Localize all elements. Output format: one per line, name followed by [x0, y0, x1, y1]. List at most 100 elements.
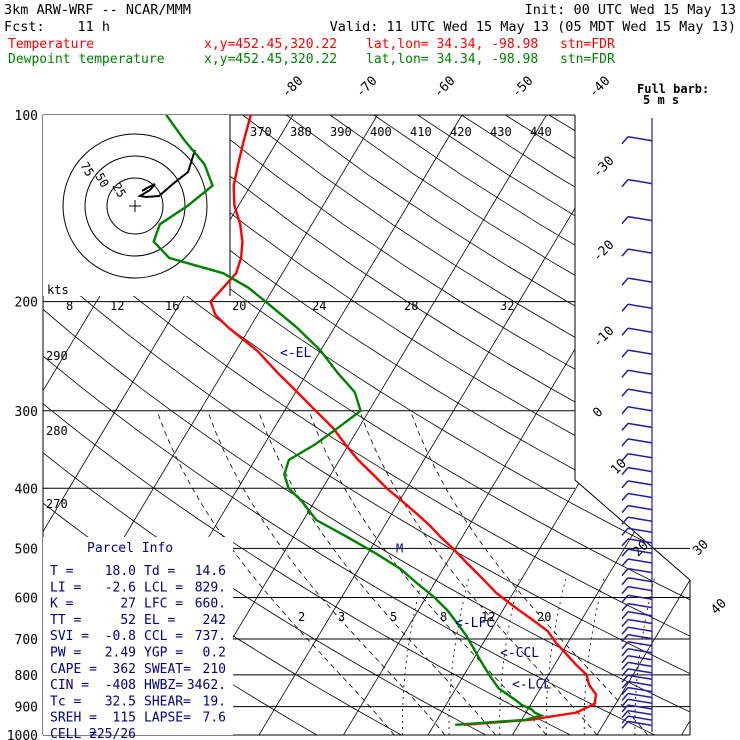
theta-e-label: 390: [330, 125, 352, 139]
isotherm-line: [504, 115, 690, 735]
plot-right-edge: [574, 115, 691, 735]
wind-barb-flag: [621, 586, 629, 595]
hodograph-axis-label: 28: [404, 299, 418, 313]
init-time: Init: 00 UTC Wed 15 May 13: [525, 2, 736, 18]
legend-dewpoint-xy: x,y=452.45,320.22: [204, 52, 337, 67]
wind-barb: [627, 698, 653, 705]
theta-e-label: 400: [370, 125, 392, 139]
parcel-marker: M: [396, 541, 403, 555]
mixing-ratio-line: [448, 578, 469, 735]
hodograph-axis-label: kts: [47, 283, 69, 297]
wind-barb: [627, 610, 653, 617]
parcel-label: TT =: [50, 613, 81, 628]
parcel-value: -0.8: [105, 629, 136, 644]
wind-barb-flag: [621, 634, 629, 643]
parcel-value: 7.6: [203, 711, 226, 726]
pressure-tick-label: 200: [15, 296, 38, 311]
wind-barb-flag: [621, 577, 629, 586]
mixing-ratio-line: [545, 578, 566, 735]
level-label: <-EL: [280, 346, 311, 361]
hodograph-trace: [137, 149, 196, 199]
dry-adiabat: [43, 115, 690, 735]
wind-barb-flag: [621, 467, 629, 476]
wind-barb-flag: [621, 674, 629, 683]
dry-adiabat: [198, 115, 690, 735]
level-label: <-LFC: [455, 616, 494, 631]
wind-barb: [627, 558, 653, 564]
parcel-label: LCL =: [144, 580, 183, 595]
wind-barb-flag: [621, 453, 629, 462]
pressure-tick-label: 700: [15, 633, 38, 648]
parcel-label: HWBZ=: [144, 678, 183, 693]
wind-barb-flag: [621, 480, 629, 489]
theta-e-label: 420: [450, 125, 472, 139]
parcel-value: -408: [105, 678, 136, 693]
hodograph-axis-label: 32: [500, 299, 514, 313]
wind-barb: [627, 135, 653, 142]
pressure-tick-label: 600: [15, 592, 38, 607]
parcel-value: 19.: [203, 694, 226, 709]
parcel-value: 32.5: [105, 694, 136, 709]
wind-barb: [627, 618, 653, 625]
isotherm-line: [588, 115, 690, 735]
wind-barb: [627, 480, 653, 486]
wind-barb-flag: [621, 406, 629, 415]
forecast-label: Fcst:: [4, 19, 45, 35]
theta-e-label: 380: [290, 125, 312, 139]
hodograph-ring: [62, 133, 208, 279]
wind-barb-flag: [621, 710, 629, 719]
parcel-value: 115: [113, 711, 136, 726]
wind-barb: [627, 654, 653, 661]
mixing-ratio-label: 12: [481, 610, 495, 624]
mixing-ratio-line: [634, 578, 655, 735]
wind-barb: [627, 602, 653, 609]
hodograph-axis-label: 24: [312, 299, 326, 313]
level-label: <-LCL: [512, 678, 551, 693]
wind-barb: [627, 452, 653, 459]
isotherm-label: 10: [608, 456, 630, 478]
parcel-label: CCL =: [144, 629, 183, 644]
parcel-title: Parcel Info: [87, 541, 173, 556]
parcel-label: CIN =: [50, 678, 89, 693]
pressure-tick-label: 500: [15, 542, 38, 557]
valid-time: Valid: 11 UTC Wed 15 May 13 (05 MDT Wed …: [330, 19, 736, 35]
wind-barb-flag: [621, 327, 629, 336]
parcel-label: CELL =: [50, 727, 97, 740]
wind-barb: [627, 674, 653, 681]
wind-barb-flag: [621, 720, 629, 729]
wind-barb-flag: [621, 648, 629, 657]
hodograph-axis-label: 20: [232, 299, 246, 313]
moist-adiabat: [410, 410, 649, 735]
wind-barb-flag: [621, 715, 629, 724]
parcel-label: EL =: [144, 613, 175, 628]
wind-barb: [627, 349, 653, 355]
legend-dewpoint-label: Dewpoint temperature: [8, 52, 165, 67]
wind-barb: [627, 692, 653, 699]
isotherm-line: [673, 115, 690, 735]
legend-temperature-latlon: lat,lon= 34.34, -98.98: [366, 37, 538, 52]
mixing-ratio-label: 3: [338, 610, 345, 624]
pressure-tick-label: 1000: [7, 729, 38, 740]
wind-barbs: Full barb: 5 m s: [621, 82, 709, 732]
parcel-value: -2.6: [105, 580, 136, 595]
isotherm-label: 40: [708, 596, 730, 618]
wind-barb-flag: [621, 704, 629, 713]
wind-barb-flag: [621, 693, 629, 701]
parcel-value: 829.: [195, 580, 226, 595]
wind-barb: [627, 369, 653, 376]
pressure-tick-label: 300: [15, 405, 38, 420]
wind-barb: [627, 686, 653, 693]
wind-barb-flag: [621, 681, 629, 689]
wind-barb: [627, 516, 653, 522]
parcel-value: 210: [203, 662, 226, 677]
barb-key-units: 5 m s: [643, 93, 679, 107]
forecast-hour: 11 h: [77, 19, 110, 35]
wind-barb: [627, 178, 653, 185]
parcel-label: CAPE =: [50, 662, 97, 677]
wind-barb: [627, 633, 653, 640]
theta-label: 270: [46, 497, 68, 511]
wind-barb: [627, 626, 653, 632]
parcel-label: YGP =: [144, 646, 183, 661]
level-markers: <-EL <-LFC <-CCL <-LCL M: [280, 346, 551, 693]
hodograph-axis-label: 8: [66, 299, 73, 313]
